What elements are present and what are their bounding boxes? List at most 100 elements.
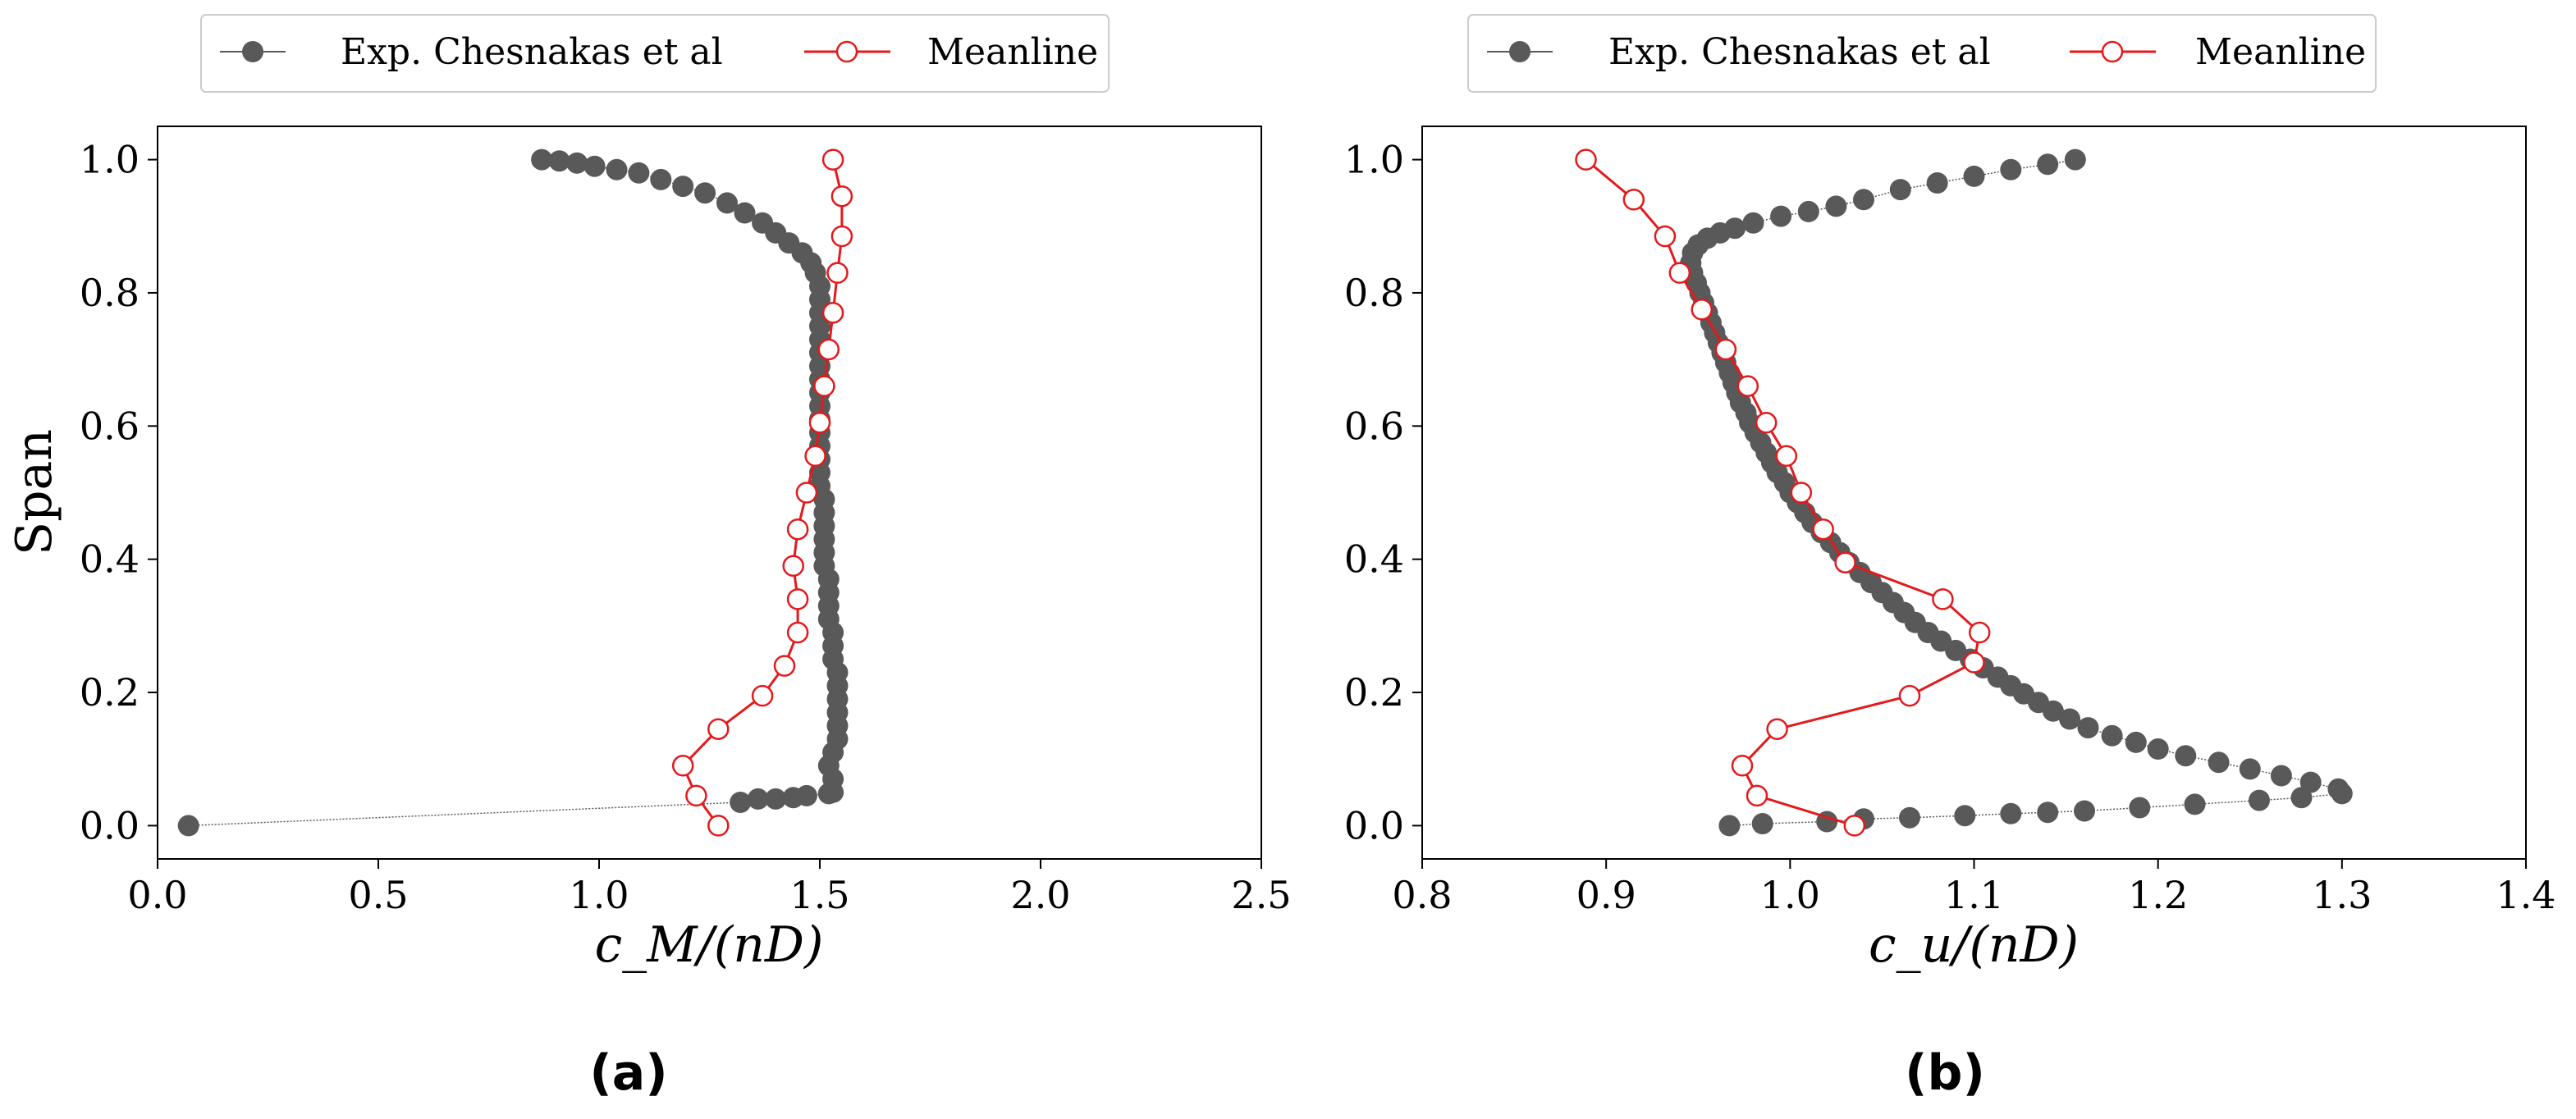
y-tick-label: 0.2 [80, 670, 140, 715]
y-axis-ticks: 0.0 0.2 0.4 0.6 0.8 1.0 [1344, 138, 1422, 847]
legend-meanline-marker [835, 40, 858, 63]
exp-data-point [730, 792, 752, 813]
exp-data-point [1742, 212, 1764, 234]
legend-meanline-label: Meanline [927, 31, 1098, 73]
y-tick-label: 0.6 [80, 404, 140, 448]
exp-data-point [716, 192, 738, 214]
legend-exp-label: Exp. Chesnakas et al [1608, 31, 1991, 73]
x-tick-label: 1.5 [789, 873, 849, 917]
x-tick-label: 1.4 [2496, 873, 2555, 917]
x-tick-label: 0.8 [1392, 873, 1452, 917]
meanline-data-point [786, 621, 809, 644]
meanline-data-point [817, 338, 840, 361]
meanline-data-point [1746, 784, 1768, 807]
y-axis-ticks: 0.0 0.2 0.4 0.6 0.8 1.0 [80, 138, 158, 847]
exp-data-point [650, 168, 672, 190]
exp-data-point [752, 212, 774, 234]
exp-data-point [1751, 813, 1773, 834]
meanline-data-point [1766, 718, 1788, 740]
exp-data-point [1770, 205, 1792, 227]
meanline-data-point [821, 148, 844, 171]
exp-data-point [606, 158, 628, 180]
meanline-data-point [782, 555, 804, 578]
exp-data-point [2270, 765, 2292, 787]
exp-data-point [1889, 179, 1911, 201]
exp-series-line [188, 158, 839, 827]
x-axis-ticks: 0.0 0.5 1.0 1.5 2.0 2.5 [127, 859, 1292, 917]
meanline-data-point [671, 755, 694, 777]
meanline-data-point [1736, 375, 1759, 397]
series-layer [1575, 148, 2353, 837]
meanline-data-point [786, 518, 809, 541]
exp-data-point [1724, 217, 1746, 240]
exp-data-point [548, 150, 570, 172]
meanline-data-point [1790, 482, 1813, 504]
meanline-data-point [1968, 621, 1991, 644]
exp-data-point [2000, 802, 2022, 824]
legend-meanline-marker [2101, 40, 2124, 63]
exp-data-point [628, 162, 650, 184]
exp-data-point [734, 202, 756, 224]
meanline-data-point [751, 684, 774, 707]
x-tick-label: 0.5 [348, 873, 408, 917]
meanline-data-point [1622, 189, 1645, 211]
exp-data-point [795, 784, 817, 806]
meanline-data-point [685, 784, 707, 807]
meanline-data-point [1843, 815, 1866, 837]
meanline-data-point [1932, 588, 1954, 610]
x-tick-label: 1.3 [2312, 873, 2372, 917]
legend-exp-label: Exp. Chesnakas et al [341, 31, 723, 73]
meanline-data-point [1812, 518, 1834, 541]
x-tick-label: 1.0 [569, 873, 629, 917]
y-tick-label: 0.8 [80, 271, 140, 315]
exp-data-point [2299, 771, 2322, 793]
meanline-data-point [821, 302, 844, 324]
meanline-data-point [813, 375, 835, 397]
y-tick-label: 0.0 [80, 803, 140, 847]
meanline-data-point [786, 588, 809, 610]
exp-data-point [2064, 148, 2086, 171]
panel-a: Exp. Chesnakas et al Meanline 0.0 0.5 1.… [6, 14, 1292, 1102]
exp-data-point [672, 176, 694, 198]
meanline-data-point [830, 185, 853, 208]
exp-data-point [2077, 717, 2099, 739]
exp-data-point [2037, 802, 2059, 824]
x-tick-label: 1.0 [1760, 873, 1820, 917]
plot-frame [1421, 126, 2527, 860]
exp-data-point [765, 788, 787, 810]
exp-data-point [583, 155, 606, 177]
legend-meanline-label: Meanline [2195, 31, 2366, 73]
exp-data-point [2249, 789, 2270, 811]
exp-data-point [2239, 758, 2261, 780]
meanline-data-point [1691, 299, 1713, 321]
exp-data-point [2184, 793, 2206, 815]
y-axis-label: Span [6, 429, 63, 555]
exp-data-point [2125, 731, 2147, 753]
meanline-data-point [1898, 684, 1921, 707]
exp-data-point [2208, 751, 2230, 774]
exp-data-point [747, 788, 769, 810]
x-tick-label: 0.9 [1576, 873, 1636, 917]
exp-data-point [566, 152, 588, 174]
exp-data-point [2000, 158, 2022, 180]
exp-data-point [177, 815, 199, 837]
meanline-data-point [1714, 338, 1737, 361]
exp-data-point [2327, 778, 2350, 800]
meanline-data-point [1834, 551, 1856, 573]
exp-data-point [2037, 153, 2059, 176]
exp-data-point [2290, 787, 2313, 809]
y-tick-label: 0.2 [1344, 670, 1404, 715]
x-tick-label: 2.0 [1010, 873, 1070, 917]
meanline-data-point [707, 718, 730, 740]
y-tick-label: 0.8 [1344, 271, 1404, 315]
meanline-data-point [804, 445, 826, 468]
exp-data-point [2175, 745, 2197, 767]
exp-data-point [2074, 800, 2095, 822]
exp-data-point [2147, 738, 2169, 760]
exp-data-point [2101, 724, 2123, 747]
exp-data-point [1926, 172, 1948, 194]
panel-label: (a) [589, 1044, 667, 1102]
x-axis-ticks: 0.8 0.9 1.0 1.1 1.2 1.3 1.4 [1392, 859, 2556, 917]
x-axis-label: c_M/(nD) [595, 916, 824, 974]
